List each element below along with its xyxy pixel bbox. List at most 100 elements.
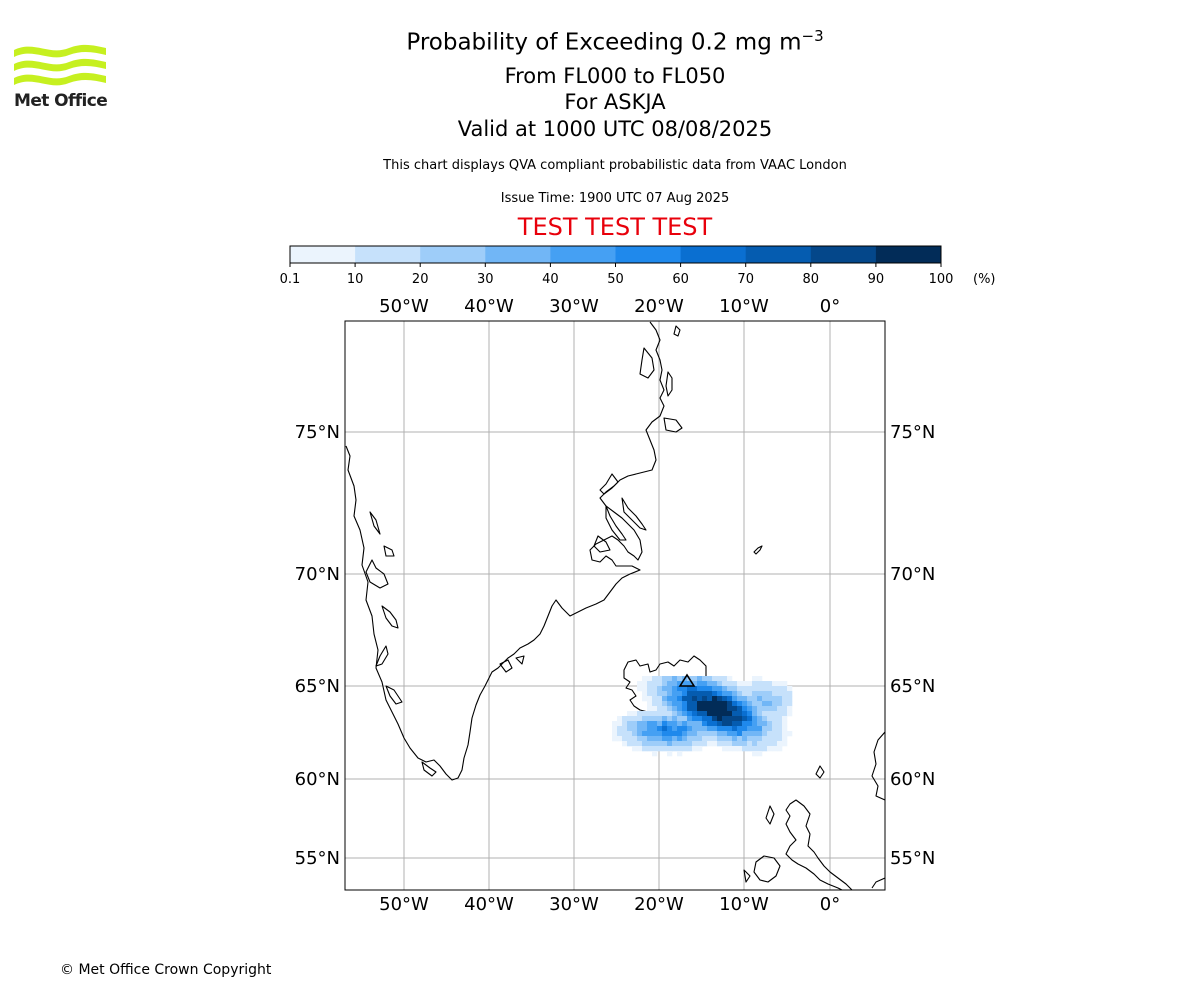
plume-cell [767,686,773,692]
plume-cell [742,731,748,737]
lat-label-right: 75°N [890,422,935,443]
plume-cell [662,686,668,692]
plume-cell [692,696,698,702]
plume-cell [682,701,688,707]
plume-cell [722,731,728,737]
colorbar-unit: (%) [973,272,996,287]
met-office-logo [14,44,106,86]
plume-cell [737,696,743,702]
plume-cell [632,716,638,722]
plume-cell [757,696,763,702]
plume-cell [677,736,683,742]
plume-cell [717,681,723,687]
colorbar-tick-label: 20 [412,272,429,287]
lat-label-right: 70°N [890,564,935,585]
plume-cell [612,736,618,742]
plume-cell [762,686,768,692]
plume-cell [682,696,688,702]
plume-cell [637,746,643,752]
plume-cell [707,706,713,712]
plume-cell [752,731,758,737]
plume-cell [777,741,783,747]
plume-cell [657,746,663,752]
plume-cell [627,721,633,727]
plume-cell [787,711,793,717]
plume-cell [612,731,618,737]
plume-cell [782,711,788,717]
plume-cell [727,701,733,707]
colorbar-tick-label: 30 [477,272,494,287]
plume-cell [707,736,713,742]
plume-cell [772,711,778,717]
plume-cell [637,741,643,747]
chart-title: Probability of Exceeding 0.2 mg m−3 [0,27,1200,56]
valid-time: Valid at 1000 UTC 08/08/2025 [457,117,773,141]
plume-cell [747,711,753,717]
plume-cell [677,681,683,687]
plume-cell [752,681,758,687]
plume-cell [732,711,738,717]
lat-label-right: 55°N [890,848,935,869]
plume-cell [697,731,703,737]
plume-cell [642,691,648,697]
colorbar-segment [615,246,682,263]
plume-cell [742,746,748,752]
plume-cell [667,736,673,742]
plume-cell [762,711,768,717]
plume-cell [717,711,723,717]
plume-cell [667,691,673,697]
colorbar-tick-label: 70 [737,272,754,287]
plume-cell [672,691,678,697]
plume-cell [702,696,708,702]
plume-cell [707,676,713,682]
plume-cell [762,731,768,737]
plume-cell [702,716,708,722]
plume-cell [767,716,773,722]
plume-cell [642,681,648,687]
lon-label-bottom: 40°W [464,894,514,915]
plume-cell [702,721,708,727]
plume-cell [732,691,738,697]
plume-cell [772,691,778,697]
colorbar: 0.1 10 20 30 40 50 60 70 80 90 100 (%) [280,245,996,287]
plume-cell [672,726,678,732]
plume-cell [762,691,768,697]
plume-cell [692,741,698,747]
plume-cell [742,741,748,747]
plume-cell [672,696,678,702]
plume-cell [647,691,653,697]
plume-cell [717,741,723,747]
plume-cell [757,691,763,697]
plume-cell [632,726,638,732]
plume-cell [682,741,688,747]
lat-label-left: 75°N [295,422,340,443]
plume-cell [687,731,693,737]
plume-cell [732,746,738,752]
plume-cell [777,731,783,737]
plume-cell [767,701,773,707]
plume-cell [742,701,748,707]
plume-cell [762,741,768,747]
plume-cell [767,736,773,742]
plume-cell [772,701,778,707]
plume-cell [747,691,753,697]
colorbar-tick-label: 0.1 [280,272,301,287]
plume-cell [657,721,663,727]
volcano-triangle-icon [678,673,696,687]
plume-cell [697,706,703,712]
plume-cell [647,711,653,717]
plume-cell [627,736,633,742]
plume-cell [752,726,758,732]
plume-cell [752,746,758,752]
plume-cell [652,741,658,747]
chart-title-text: Probability of Exceeding 0.2 mg m [406,29,802,56]
plume-cell [692,686,698,692]
plume-cell [747,706,753,712]
plume-cell [757,711,763,717]
plume-cell [622,736,628,742]
plume-cell [672,681,678,687]
lat-label-right: 65°N [890,676,935,697]
plume-cell [672,701,678,707]
coastlines [345,321,885,890]
plume-cell [702,701,708,707]
